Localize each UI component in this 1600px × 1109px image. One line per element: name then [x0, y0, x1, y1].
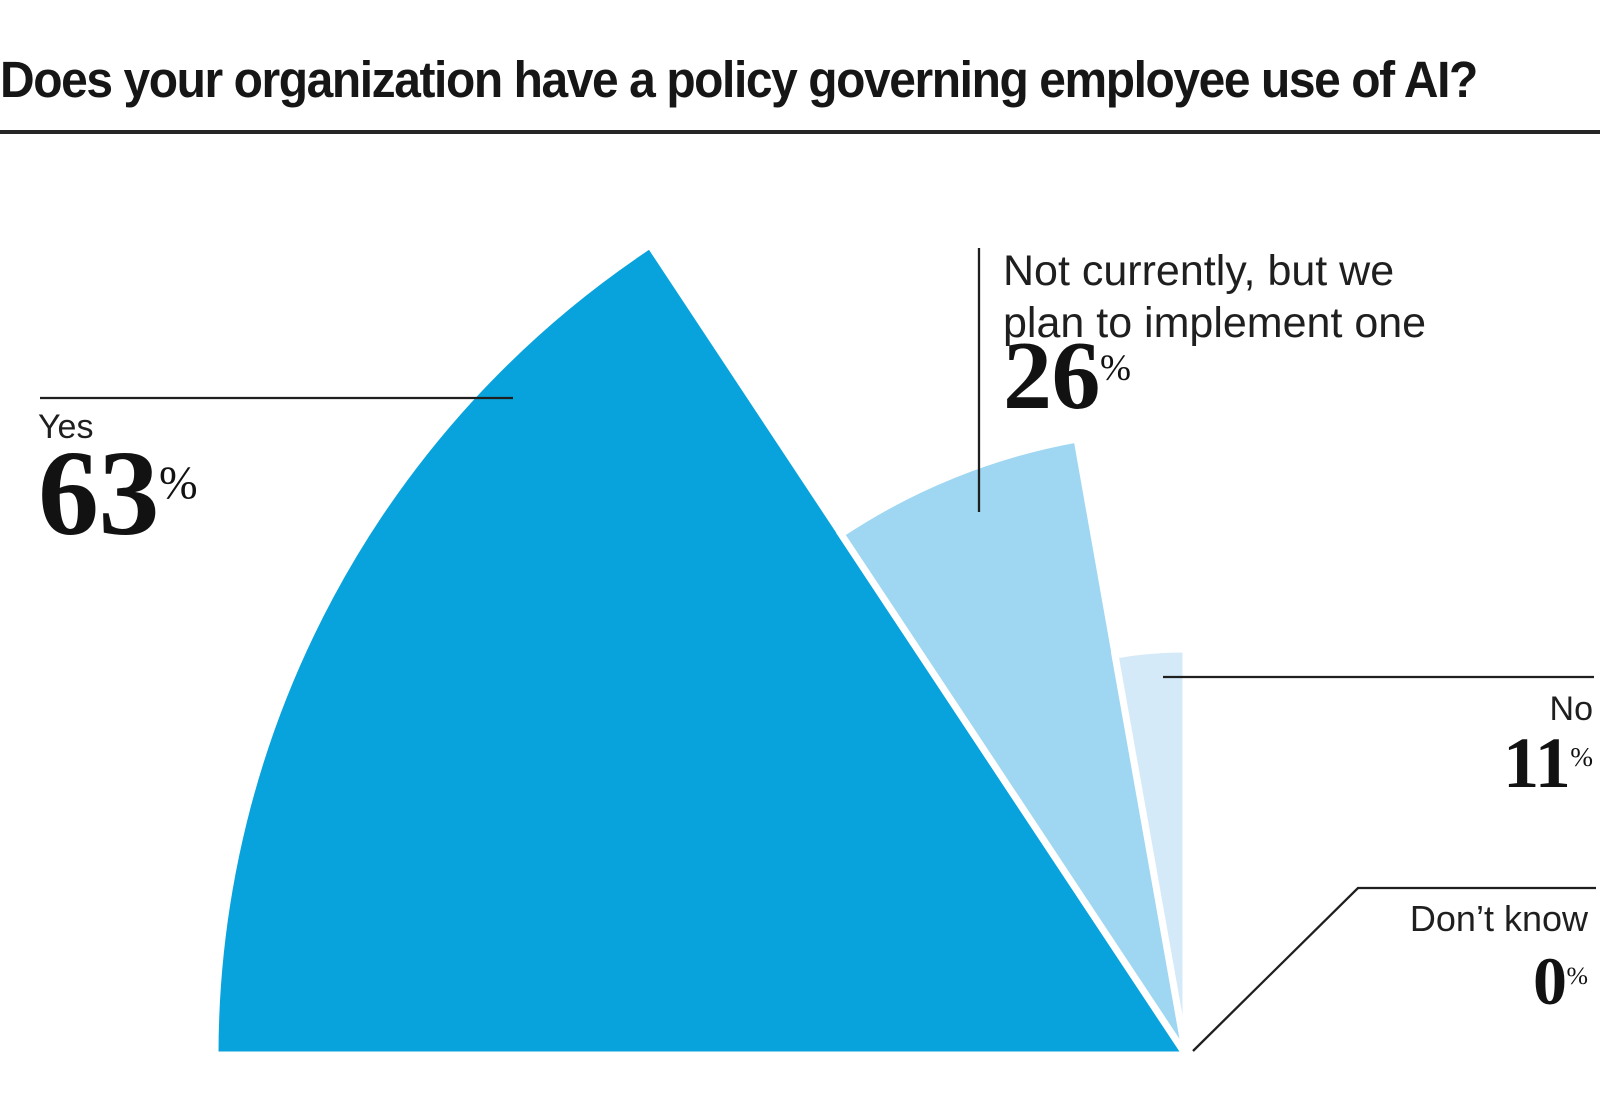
- petal-plan-26: [836, 434, 1190, 1057]
- leader-line-dontknow: [1192, 886, 1596, 1052]
- petal-no-11: [1110, 645, 1190, 1056]
- label-plan: Not currently, but we plan to implement …: [1003, 246, 1426, 425]
- plan-percent-sign: %: [1100, 347, 1132, 389]
- plan-value-number: 26: [1003, 322, 1101, 431]
- label-no: No 11%: [1503, 690, 1593, 799]
- dontknow-percent-sign: %: [1566, 960, 1588, 990]
- label-yes-category: Yes: [38, 408, 94, 446]
- yes-percent-sign: %: [159, 457, 198, 509]
- no-value-number: 11: [1503, 723, 1571, 804]
- petal-yes-63: [211, 240, 1193, 1059]
- label-no-value: 11%: [1503, 727, 1593, 799]
- label-dontknow-value: 0%: [1410, 947, 1588, 1015]
- label-yes-value: 63%: [38, 433, 198, 555]
- dontknow-value-number: 0: [1532, 943, 1567, 1020]
- page-title: Does your organization have a policy gov…: [0, 51, 1478, 108]
- label-no-category: No: [1549, 690, 1593, 728]
- label-yes: Yes 63%: [38, 408, 198, 555]
- label-plan-line1: Not currently, but we: [1003, 247, 1395, 295]
- label-dontknow-category: Don’t know: [1409, 898, 1588, 939]
- no-percent-sign: %: [1570, 741, 1593, 772]
- title-divider-rule: [0, 130, 1600, 134]
- label-plan-line2: plan to implement one: [1003, 298, 1427, 347]
- label-dontknow: Don’t know 0%: [1410, 898, 1588, 1015]
- label-plan-value: 26%: [1003, 327, 1426, 425]
- yes-value-number: 63: [38, 426, 160, 562]
